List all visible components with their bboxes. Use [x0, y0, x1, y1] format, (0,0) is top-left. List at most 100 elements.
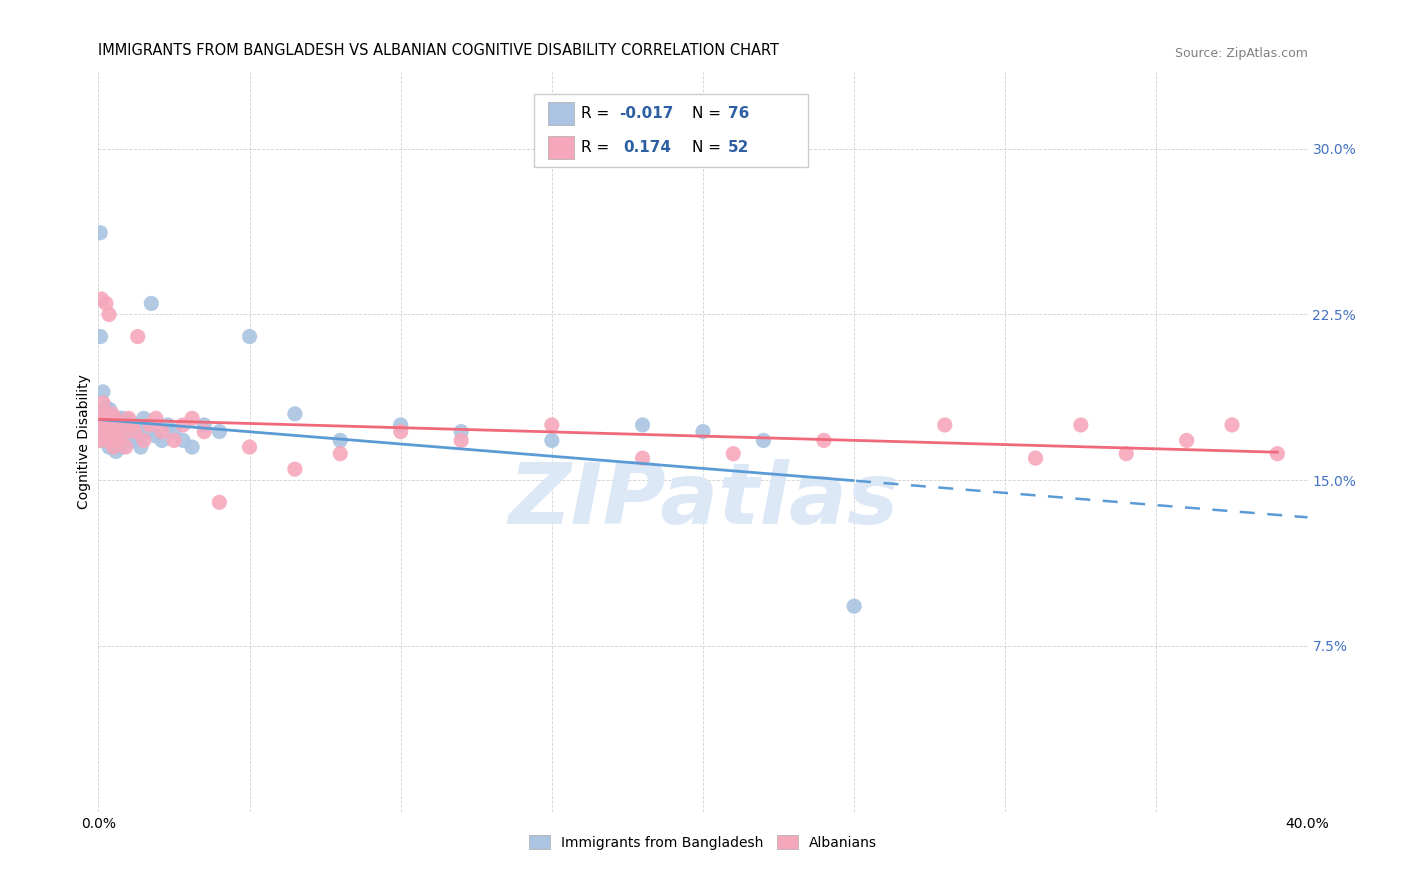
Point: [1267, 447, 1289, 461]
Point: [450, 425, 472, 439]
Point: [105, 425, 128, 439]
Point: [111, 429, 134, 443]
Point: [124, 425, 146, 439]
Point: [96, 411, 118, 425]
Point: [107, 434, 129, 448]
Point: [90, 411, 112, 425]
Point: [96, 434, 118, 448]
Point: [121, 417, 143, 432]
Text: -0.017: -0.017: [619, 106, 673, 120]
Point: [94, 417, 117, 432]
Point: [98, 425, 121, 439]
Point: [111, 429, 134, 443]
Point: [97, 417, 120, 432]
Point: [139, 417, 162, 432]
Point: [101, 411, 124, 425]
Point: [105, 417, 128, 432]
Point: [329, 434, 352, 448]
Text: R =: R =: [581, 106, 609, 120]
Point: [97, 411, 120, 425]
Point: [103, 416, 125, 430]
Point: [284, 462, 307, 476]
Point: [110, 417, 132, 432]
Point: [112, 417, 135, 432]
Point: [96, 425, 118, 439]
Point: [96, 434, 118, 448]
Point: [329, 447, 352, 461]
Point: [104, 417, 127, 432]
Point: [98, 402, 121, 417]
Point: [100, 417, 122, 432]
Point: [135, 425, 157, 439]
Point: [723, 447, 745, 461]
Point: [132, 434, 155, 448]
Point: [93, 407, 115, 421]
Point: [193, 425, 215, 439]
Point: [156, 417, 179, 432]
Point: [108, 411, 131, 425]
Point: [97, 429, 120, 443]
Point: [934, 417, 956, 432]
Point: [90, 329, 112, 343]
Text: ZIPatlas: ZIPatlas: [508, 459, 898, 542]
Point: [208, 425, 231, 439]
Point: [100, 434, 122, 448]
Point: [1220, 417, 1243, 432]
Point: [91, 417, 114, 432]
Point: [104, 411, 127, 425]
Point: [114, 434, 136, 448]
Point: [104, 429, 127, 443]
Point: [172, 417, 194, 432]
Point: [91, 425, 114, 439]
Point: [91, 384, 114, 399]
Point: [752, 434, 775, 448]
Text: R =: R =: [581, 140, 609, 154]
Text: Source: ZipAtlas.com: Source: ZipAtlas.com: [1174, 47, 1308, 61]
Point: [107, 434, 129, 448]
Point: [208, 495, 231, 509]
Text: 52: 52: [728, 140, 749, 154]
Point: [94, 425, 117, 439]
Point: [93, 417, 115, 432]
Point: [107, 425, 129, 439]
Point: [91, 407, 114, 421]
Point: [111, 440, 134, 454]
Point: [98, 429, 121, 443]
Point: [1115, 447, 1137, 461]
Point: [108, 417, 131, 432]
Point: [105, 429, 128, 443]
Point: [127, 329, 149, 343]
Point: [111, 411, 134, 425]
Point: [172, 434, 194, 448]
Point: [91, 396, 114, 410]
Point: [450, 434, 472, 448]
Point: [150, 434, 173, 448]
Point: [101, 429, 124, 443]
Point: [98, 440, 121, 454]
Point: [145, 429, 167, 443]
Y-axis label: Cognitive Disability: Cognitive Disability: [77, 374, 91, 509]
Text: IMMIGRANTS FROM BANGLADESH VS ALBANIAN COGNITIVE DISABILITY CORRELATION CHART: IMMIGRANTS FROM BANGLADESH VS ALBANIAN C…: [98, 43, 779, 58]
Point: [121, 434, 143, 448]
Point: [94, 429, 117, 443]
Point: [93, 402, 115, 417]
Point: [96, 417, 118, 432]
Point: [124, 417, 146, 432]
Legend: Immigrants from Bangladesh, Albanians: Immigrants from Bangladesh, Albanians: [522, 828, 884, 856]
Point: [90, 411, 112, 425]
Point: [132, 411, 155, 425]
Point: [150, 425, 173, 439]
Point: [193, 417, 215, 432]
Point: [89, 226, 111, 240]
Point: [540, 434, 562, 448]
Point: [103, 440, 125, 454]
Point: [103, 434, 125, 448]
Point: [631, 451, 654, 466]
Point: [1024, 451, 1046, 466]
Point: [118, 411, 141, 425]
Point: [141, 296, 163, 310]
Point: [389, 425, 412, 439]
Point: [94, 296, 117, 310]
Point: [145, 411, 167, 425]
Text: N =: N =: [692, 140, 721, 154]
